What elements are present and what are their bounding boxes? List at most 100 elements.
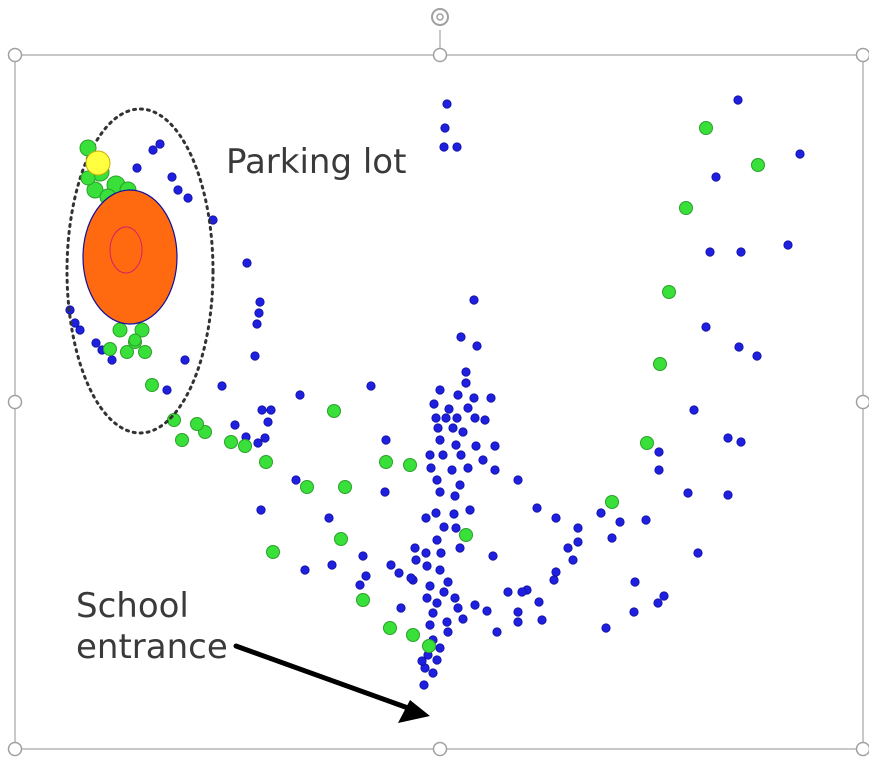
blue-dot [517,587,527,597]
green-dot [224,435,238,449]
green-dot [145,378,159,392]
blue-dot [461,367,471,377]
blue-dot [450,491,460,501]
green-dot [167,413,181,427]
blue-dot [432,598,442,608]
green-dot [406,628,420,642]
blue-dot [425,450,435,460]
blue-dot [419,680,429,690]
blue-dot [255,297,265,307]
green-dot [80,170,96,186]
blue-dot [439,142,449,152]
blue-dot [480,415,490,425]
green-dot [379,455,393,469]
blue-dot [217,381,227,391]
selection-handle-icon[interactable] [855,741,869,757]
blue-dot [452,413,462,423]
blue-dot [444,404,454,414]
blue-dot [453,603,463,613]
green-dot [334,532,348,546]
blue-dot [443,577,453,587]
arrow-head [398,700,430,723]
blue-dot [155,139,165,149]
blue-dot [693,548,703,558]
rotate-handle-icon[interactable] [431,8,449,26]
blue-dot [428,608,438,618]
green-dot [605,495,619,509]
selection-handle-icon[interactable] [855,394,869,410]
blue-dot [734,342,744,352]
blue-dot [417,656,427,666]
selection-handle-icon[interactable] [432,741,448,757]
blue-dot [421,513,431,523]
blue-dot [433,423,443,433]
green-dot [134,322,150,338]
blue-dot [653,598,663,608]
blue-dot [132,163,142,173]
blue-dot [455,480,465,490]
blue-dot [472,341,482,351]
blue-dot [534,597,544,607]
blue-dot [447,465,457,475]
rotate-center [436,13,444,21]
arrow-icon [233,643,430,723]
blue-dot [451,523,461,533]
selection-handle-icon[interactable] [855,47,869,63]
yellow-marker [85,150,111,176]
blue-dot [250,351,260,361]
parking-lot-label: Parking lot [226,142,407,182]
blue-dot [549,575,559,585]
green-dot [679,201,693,215]
blue-dot [441,413,451,423]
school-entrance-line-2: entrance [76,626,228,667]
green-dot [266,545,280,559]
blue-dot [736,437,746,447]
blue-dot [431,508,441,518]
blue-dot [659,591,669,601]
blue-dot [458,427,468,437]
blue-dot [425,581,435,591]
blue-dot [490,465,500,475]
blue-dot [723,490,733,500]
rotate-arc [431,8,449,26]
blue-dot [148,145,158,155]
blue-dot [689,405,699,415]
green-dot [422,639,436,653]
green-dot [640,436,654,450]
blue-dot [422,561,432,571]
blue-dot [230,420,240,430]
green-dot [653,357,667,371]
blue-dot [253,438,263,448]
blue-dot [701,322,711,332]
blue-dot [551,567,561,577]
blue-dot [513,607,523,617]
blue-dot [532,503,542,513]
selection-handle-icon[interactable] [7,394,23,410]
blue-dot [736,247,746,257]
blue-dot [563,543,573,553]
selection-handle-icon[interactable] [432,47,448,63]
blue-dot [469,393,479,403]
blue-dot [537,615,547,625]
blue-dot [450,593,460,603]
green-dot [112,322,128,338]
green-dot [356,593,370,607]
selection-handle-icon[interactable] [7,741,23,757]
blue-dot [451,440,461,450]
selection-handles[interactable] [7,8,869,757]
blue-dot [478,455,488,465]
blue-dot [465,505,475,515]
blue-dot [396,603,406,613]
blue-dot [355,580,365,590]
blue-dot [260,433,270,443]
blue-dot [615,517,625,527]
blue-dot [361,571,371,581]
blue-dot [257,405,267,415]
blue-dot [180,355,190,365]
blue-dot [482,606,492,616]
blue-dot [358,551,368,561]
blue-dot [641,515,651,525]
blue-dot [654,447,664,457]
selection-handle-icon[interactable] [7,47,23,63]
blue-dot [448,423,458,433]
